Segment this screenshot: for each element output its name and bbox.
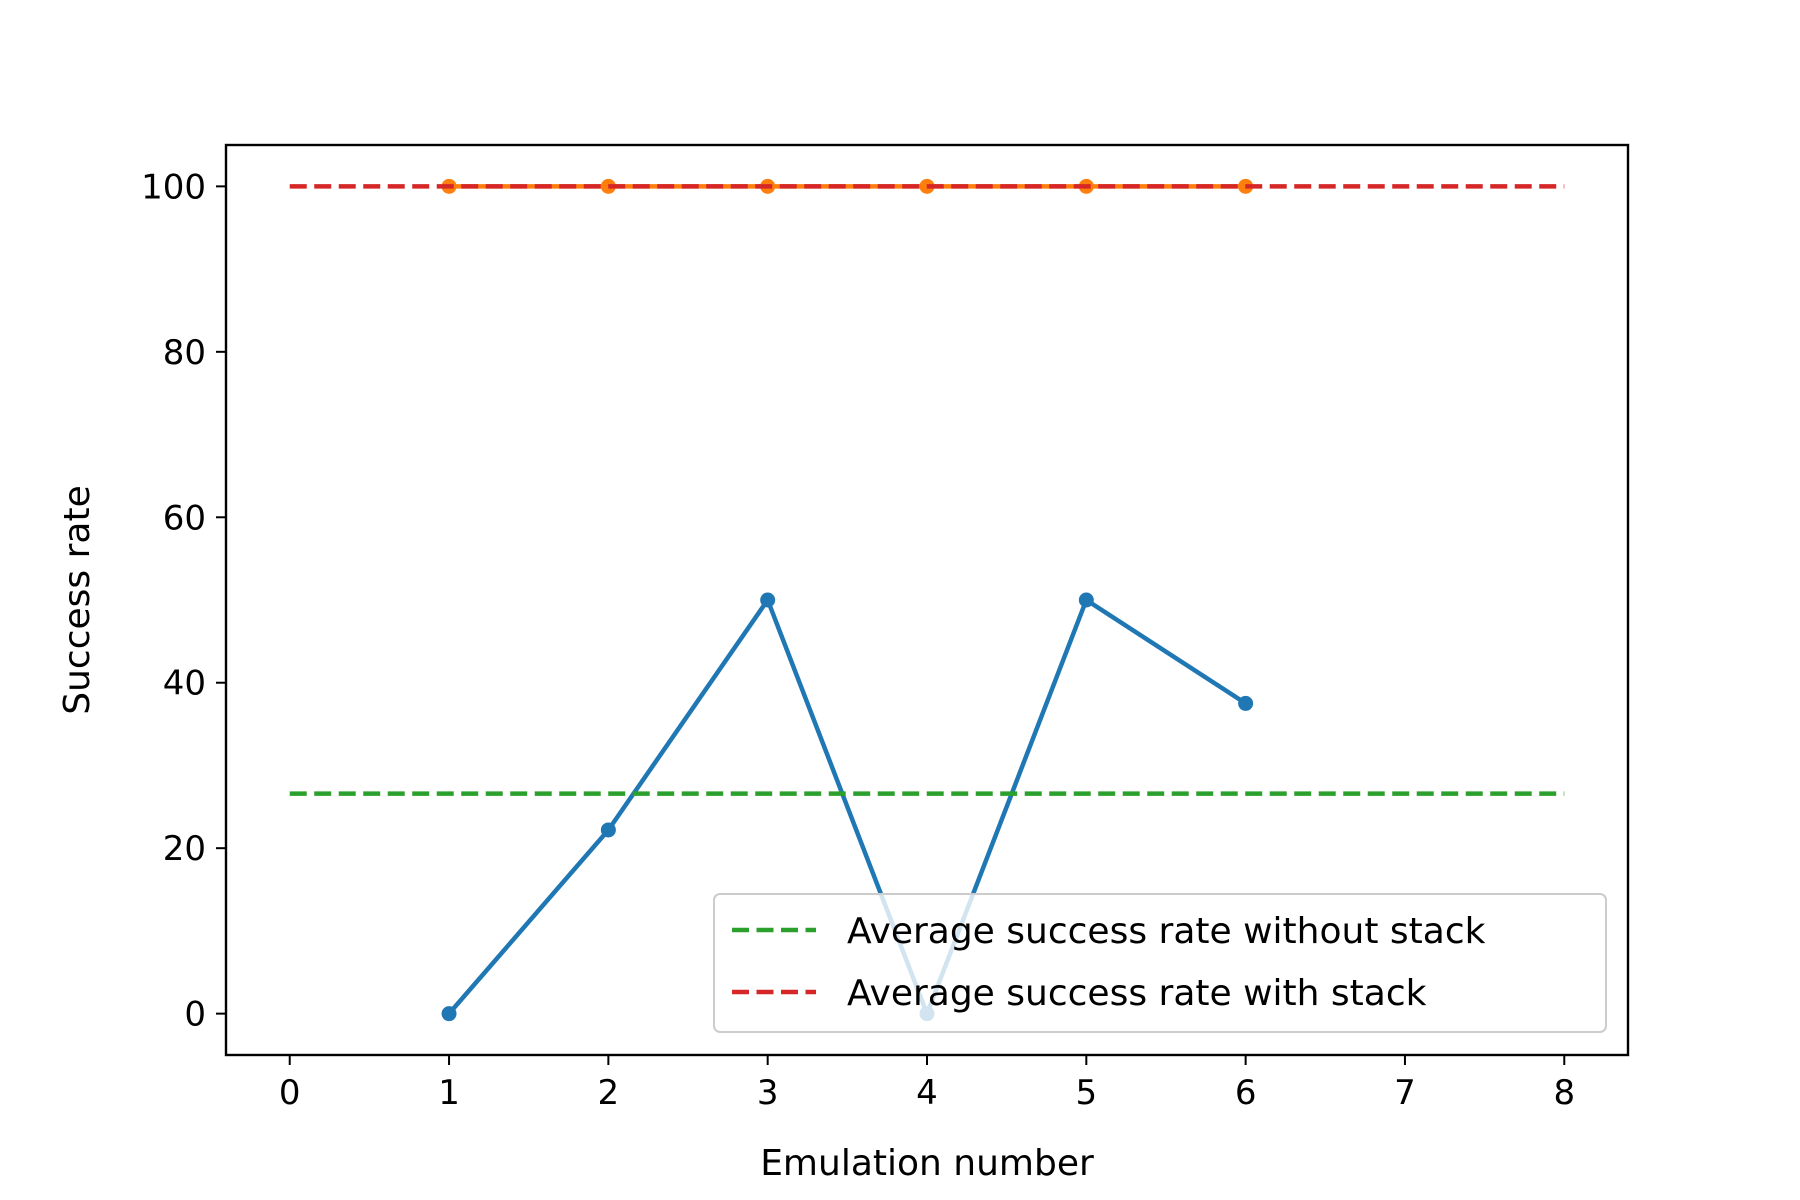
- data-point-0-2: [760, 592, 776, 608]
- x-tick-label: 5: [1075, 1073, 1097, 1113]
- y-tick-label: 40: [163, 664, 206, 704]
- x-tick-label: 6: [1235, 1073, 1257, 1113]
- x-tick-label: 2: [598, 1073, 620, 1113]
- data-point-0-4: [1078, 592, 1094, 608]
- x-tick-label: 7: [1394, 1073, 1416, 1113]
- x-tick-label: 4: [916, 1073, 938, 1113]
- data-point-0-1: [600, 822, 616, 838]
- legend-entry-label: Average success rate with stack: [847, 973, 1427, 1014]
- y-tick-label: 80: [163, 333, 206, 373]
- y-tick-label: 100: [141, 167, 206, 207]
- x-axis-label: Emulation number: [760, 1143, 1094, 1184]
- legend-box: [713, 893, 1607, 1033]
- data-point-0-0: [441, 1006, 457, 1022]
- x-tick-label: 3: [757, 1073, 779, 1113]
- data-point-0-5: [1238, 695, 1254, 711]
- x-tick-label: 8: [1553, 1073, 1575, 1113]
- series-line-0: [447, 597, 1247, 1016]
- legend-entry-label: Average success rate without stack: [847, 911, 1486, 952]
- legend: Average success rate without stack Averag…: [713, 893, 1607, 1033]
- x-tick-label: 0: [279, 1073, 301, 1113]
- y-axis-label: Success rate: [57, 485, 98, 714]
- y-tick-label: 20: [163, 829, 206, 869]
- y-tick-label: 60: [163, 498, 206, 538]
- y-tick-label: 0: [184, 995, 206, 1035]
- x-tick-label: 1: [438, 1073, 460, 1113]
